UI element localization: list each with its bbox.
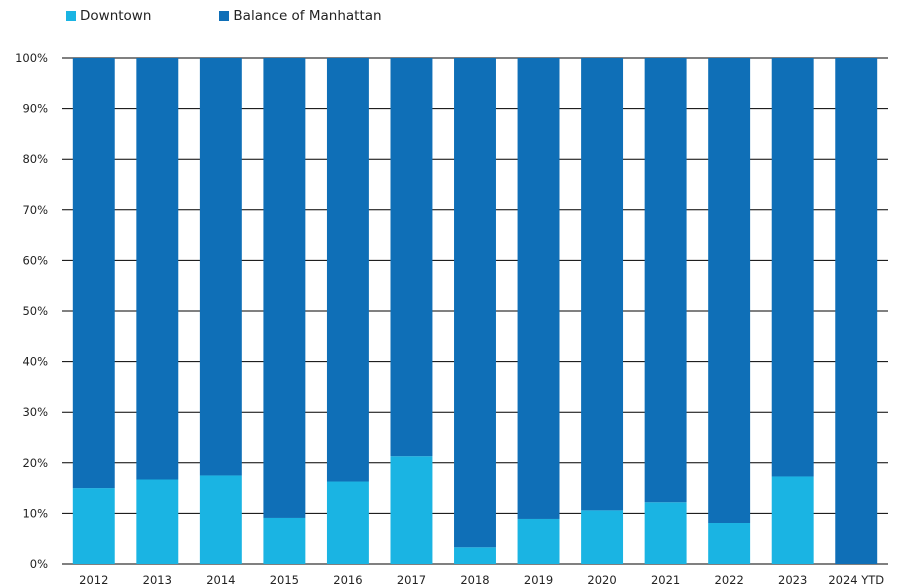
x-tick-label: 2021 — [651, 573, 680, 587]
bar-balance-of-manhattan — [835, 58, 878, 564]
bar-balance-of-manhattan — [581, 58, 624, 511]
x-tick-label: 2013 — [143, 573, 172, 587]
legend-label-balance-of-manhattan: Balance of Manhattan — [233, 8, 382, 24]
bar-balance-of-manhattan — [136, 58, 179, 480]
y-axis: 0% 10% 20% 30% 40% 50% 60% 70% 80% 90% 100% — [15, 51, 48, 571]
x-tick-label: 2024 YTD — [828, 573, 884, 587]
bar-downtown — [72, 488, 115, 564]
bar-balance-of-manhattan — [644, 58, 687, 503]
bar-downtown — [454, 547, 496, 564]
y-tick-label: 80% — [22, 152, 48, 166]
y-tick-label: 10% — [22, 506, 48, 520]
x-axis: 2012 2013 2014 2015 2016 2017 2018 2019 2020 2021… — [79, 573, 884, 587]
y-tick-label: 30% — [22, 405, 48, 419]
bar-balance-of-manhattan — [199, 58, 242, 476]
bar-downtown — [581, 510, 624, 564]
x-tick-label: 2018 — [460, 573, 489, 587]
x-tick-label: 2017 — [397, 573, 426, 587]
y-tick-label: 90% — [22, 102, 48, 116]
bar-balance-of-manhattan — [326, 58, 369, 482]
bar-balance-of-manhattan — [390, 58, 433, 457]
legend-swatch-downtown — [66, 11, 76, 21]
bar-downtown — [517, 518, 560, 564]
y-tick-label: 40% — [22, 355, 48, 369]
bar-balance-of-manhattan — [708, 58, 751, 524]
bar-balance-of-manhattan — [454, 58, 496, 548]
x-tick-label: 2022 — [715, 573, 744, 587]
bar-downtown — [708, 523, 751, 564]
y-tick-label: 60% — [22, 253, 48, 267]
bar-balance-of-manhattan — [517, 58, 560, 519]
bar-downtown — [136, 479, 179, 564]
bar-downtown — [390, 456, 433, 564]
y-tick-label: 50% — [22, 304, 48, 318]
bar-downtown — [644, 502, 687, 564]
y-tick-label: 100% — [15, 51, 48, 65]
legend-label-downtown: Downtown — [80, 8, 152, 24]
x-tick-label: 2020 — [587, 573, 616, 587]
legend: Downtown Balance of Manhattan — [66, 8, 450, 24]
bar-downtown — [199, 475, 242, 564]
x-tick-label: 2019 — [524, 573, 553, 587]
bar-balance-of-manhattan — [72, 58, 115, 489]
x-tick-label: 2016 — [333, 573, 362, 587]
bar-balance-of-manhattan — [771, 58, 814, 477]
x-tick-label: 2012 — [79, 573, 108, 587]
bar-balance-of-manhattan — [263, 58, 306, 518]
bar-downtown — [263, 517, 306, 564]
legend-swatch-balance-of-manhattan — [219, 11, 230, 21]
legend-item-downtown: Downtown — [66, 8, 151, 24]
x-tick-label: 2014 — [206, 573, 235, 587]
y-tick-label: 20% — [22, 456, 48, 470]
bar-downtown — [771, 476, 814, 564]
bars — [72, 58, 878, 564]
y-tick-label: 0% — [30, 557, 48, 571]
y-tick-label: 70% — [22, 203, 48, 217]
x-tick-label: 2015 — [270, 573, 299, 587]
x-tick-label: 2023 — [778, 573, 807, 587]
bar-downtown — [326, 481, 369, 564]
legend-item-balance-of-manhattan: Balance of Manhattan — [219, 8, 382, 24]
